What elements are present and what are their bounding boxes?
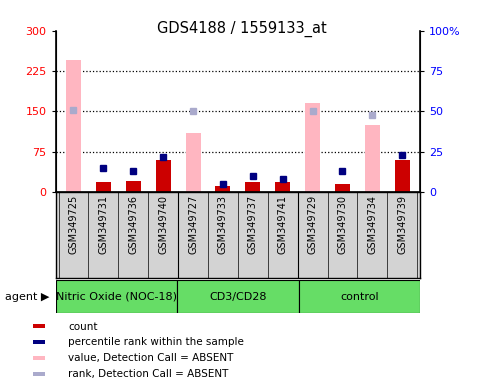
Text: value, Detection Call = ABSENT: value, Detection Call = ABSENT <box>68 353 233 363</box>
Text: GSM349725: GSM349725 <box>69 195 78 254</box>
Text: agent ▶: agent ▶ <box>5 291 49 302</box>
Bar <box>33 372 45 376</box>
Text: GSM349733: GSM349733 <box>218 195 228 253</box>
Bar <box>66 60 81 192</box>
Bar <box>335 184 350 192</box>
Text: rank, Detection Call = ABSENT: rank, Detection Call = ABSENT <box>68 369 228 379</box>
Text: GSM349730: GSM349730 <box>338 195 347 253</box>
Bar <box>96 182 111 192</box>
Bar <box>185 133 200 192</box>
Bar <box>33 340 45 344</box>
Bar <box>215 185 230 192</box>
Text: GSM349739: GSM349739 <box>398 195 407 253</box>
Bar <box>395 160 410 192</box>
Text: count: count <box>68 322 98 332</box>
Text: GSM349740: GSM349740 <box>158 195 168 253</box>
Bar <box>275 182 290 192</box>
Bar <box>365 125 380 192</box>
Text: GSM349727: GSM349727 <box>188 195 198 254</box>
Text: Nitric Oxide (NOC-18): Nitric Oxide (NOC-18) <box>56 291 177 302</box>
Bar <box>56 280 177 313</box>
Bar <box>33 356 45 360</box>
Bar <box>245 182 260 192</box>
Bar <box>298 280 420 313</box>
Text: percentile rank within the sample: percentile rank within the sample <box>68 338 244 348</box>
Text: GSM349737: GSM349737 <box>248 195 258 254</box>
Text: GSM349729: GSM349729 <box>308 195 318 254</box>
Text: GSM349734: GSM349734 <box>368 195 377 253</box>
Text: GSM349736: GSM349736 <box>128 195 138 253</box>
Text: GSM349731: GSM349731 <box>99 195 108 253</box>
Bar <box>305 103 320 192</box>
Bar <box>177 280 298 313</box>
Text: control: control <box>340 291 379 302</box>
Bar <box>156 160 170 192</box>
Text: CD3/CD28: CD3/CD28 <box>209 291 267 302</box>
Text: GSM349741: GSM349741 <box>278 195 288 253</box>
Text: GDS4188 / 1559133_at: GDS4188 / 1559133_at <box>156 21 327 37</box>
Bar <box>33 324 45 328</box>
Bar <box>126 181 141 192</box>
